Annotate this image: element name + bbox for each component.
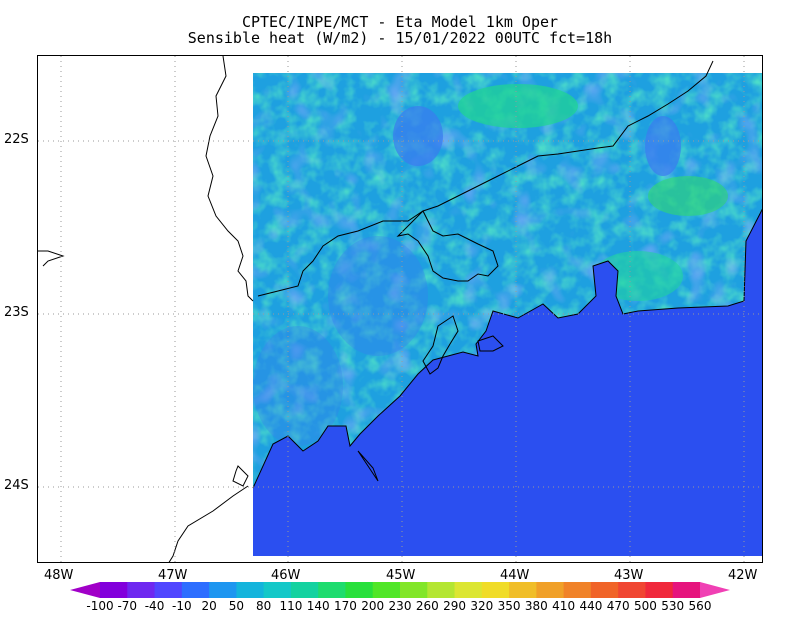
colorbar-segment (263, 582, 292, 598)
colorbar-tick-label: 470 (606, 599, 630, 613)
colorbar-segment (509, 582, 537, 598)
lat-label-23s: 23S (4, 305, 29, 320)
colorbar-tick-label: 410 (552, 599, 576, 613)
lon-label-43w: 43W (614, 568, 644, 583)
colorbar-tick-label: 200 (361, 599, 385, 613)
lon-label-46w: 46W (271, 568, 301, 583)
colorbar-tick-label: 350 (497, 599, 521, 613)
colorbar-arrow-low (70, 582, 100, 598)
lon-label-44w: 44W (500, 568, 530, 583)
colorbar-segment (127, 582, 156, 598)
colorbar-tick-label: 290 (443, 599, 466, 613)
lon-label-47w: 47W (158, 568, 188, 583)
lon-label-48w: 48W (44, 568, 74, 583)
colorbar-segment (154, 582, 183, 598)
colorbar-segment (536, 582, 565, 598)
lat-label-24s: 24S (4, 478, 29, 493)
colorbar-segment (618, 582, 646, 598)
sensible-heat-map (38, 56, 762, 562)
colorbar-tick-label: -10 (172, 599, 192, 613)
map-title: CPTEC/INPE/MCT - Eta Model 1km Oper (241, 13, 559, 31)
colorbar-segment (290, 582, 319, 598)
colorbar-tick-label: 110 (279, 599, 303, 613)
colorbar-segment (372, 582, 401, 598)
colorbar-tick-label: 530 (661, 599, 685, 613)
colorbar-tick-label: 230 (388, 599, 412, 613)
colorbar-tick-label: 20 (201, 599, 217, 613)
map-panel (37, 55, 763, 563)
colorbar-tick-label: 560 (688, 599, 712, 613)
colorbar-tick-label: 380 (524, 599, 548, 613)
colorbar-tick-label: 500 (634, 599, 657, 613)
colorbar-tick-label: -100 (86, 599, 114, 613)
lon-label-42w: 42W (728, 568, 758, 583)
colorbar-segment (427, 582, 456, 598)
colorbar-tick-label: 140 (306, 599, 330, 613)
lat-label-22s: 22S (4, 132, 29, 147)
colorbar-segment (345, 582, 374, 598)
colorbar-segment (672, 582, 701, 598)
map-subtitle: Sensible heat (W/m2) - 15/01/2022 00UTC … (187, 29, 613, 47)
colorbar-segment (454, 582, 483, 598)
colorbar-tick-label: 50 (228, 599, 244, 613)
colorbar-tick-label: 260 (415, 599, 439, 613)
colorbar-segment (100, 582, 128, 598)
lon-label-45w: 45W (386, 568, 416, 583)
colorbar-segment (563, 582, 592, 598)
colorbar-segment (590, 582, 619, 598)
colorbar-segment (318, 582, 346, 598)
colorbar-segment (236, 582, 265, 598)
colorbar-segment (481, 582, 510, 598)
colorbar-segment (209, 582, 237, 598)
colorbar-tick-label: -70 (117, 599, 138, 613)
colorbar-arrow-high (700, 582, 730, 598)
colorbar-segment (181, 582, 210, 598)
colorbar-segment (400, 582, 428, 598)
colorbar-segment (645, 582, 674, 598)
colorbar-tick-label: 80 (255, 599, 272, 613)
colorbar-tick-label: -40 (144, 599, 165, 613)
colorbar (70, 582, 730, 598)
coastline (38, 56, 762, 562)
colorbar-tick-label: 440 (579, 599, 603, 613)
colorbar-tick-label: 320 (470, 599, 494, 613)
colorbar-tick-label: 170 (334, 599, 357, 613)
gridlines (38, 56, 762, 562)
